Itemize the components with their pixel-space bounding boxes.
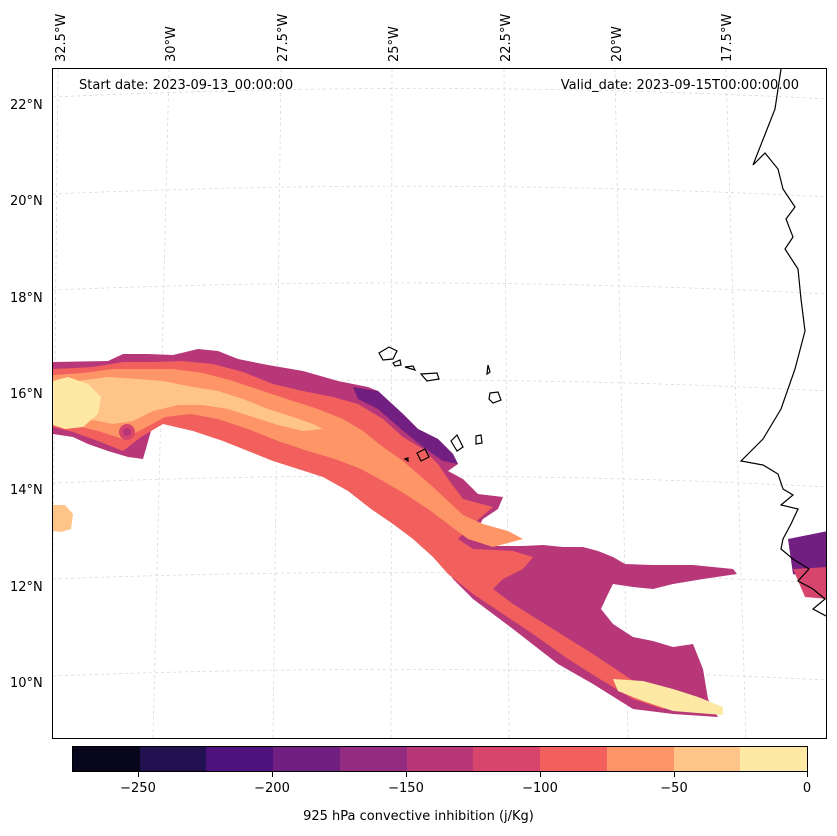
lat-label-10n: 10°N [10,676,43,691]
lon-label-17-5w: 17.5°W [720,13,735,62]
colorbar-tick [540,772,541,777]
colorbar-tick [807,772,808,777]
cin-contour-purple-edge [353,387,458,464]
lat-label-18n: 18°N [10,291,43,306]
start-date-label: Start date: 2023-09-13_00:00:00 [79,78,294,93]
colorbar-bin [339,747,407,771]
colorbar-label-minus250: −250 [120,781,156,796]
colorbar-title: 925 hPa convective inhibition (j/Kg) [303,809,534,824]
colorbar-label-0: 0 [802,781,812,796]
cape-verde-brava [403,457,409,463]
lon-label-25w: 25°W [387,26,402,62]
colorbar-bin [73,747,140,771]
cin-contour-outer [53,349,737,717]
cin-patch-east-2 [793,567,826,599]
lat-label-22n: 22°N [10,98,43,113]
gridlines [53,69,826,738]
colorbar-tick [272,772,273,777]
cape-verde-santo-antao [378,346,398,361]
colorbar-tick [406,772,407,777]
lat-label-16n: 16°N [10,387,43,402]
colorbar-tick [138,772,139,777]
lon-label-27-5w: 27.5°W [276,13,291,62]
cin-field [53,349,826,717]
colorbar-label-minus50: −50 [660,781,688,796]
colorbar-bin [673,747,741,771]
colorbar-label-minus200: −200 [254,781,290,796]
map-panel[interactable] [52,68,827,739]
cape-verde-maio [475,434,483,445]
cape-verde-boa-vista [488,391,502,404]
cin-low-cell-core [123,428,131,436]
colorbar-bin [606,747,674,771]
colorbar-bin [139,747,207,771]
lat-label-12n: 12°N [10,580,43,595]
cape-verde-sal [486,364,491,376]
colorbar-bin [540,747,607,771]
lon-label-32-5w: 32.5°W [54,13,69,62]
coastlines [378,69,826,617]
cin-contour-tail [613,679,723,715]
map-canvas [53,69,826,738]
cape-verde-sao-nicolau [404,365,417,371]
cin-contour-yellow-west [53,377,101,429]
colorbar [72,746,808,772]
cin-contour-inner [53,369,523,547]
cin-patch-sw [53,505,73,532]
colorbar-bin [206,747,274,771]
colorbar-tick [674,772,675,777]
lon-label-22-5w: 22.5°W [499,13,514,62]
lon-label-20w: 20°W [610,26,625,62]
colorbar-bin [473,747,541,771]
colorbar-bin [273,747,340,771]
lat-label-20n: 20°N [10,194,43,209]
cin-contour-core [53,377,323,431]
lat-label-14n: 14°N [10,483,43,498]
cape-verde-santiago [450,433,464,452]
cape-verde-fogo [416,448,430,462]
cin-contour-mid [53,361,683,709]
africa-coastline [739,69,826,617]
colorbar-bin [406,747,474,771]
cape-verde-sal-rei [419,372,440,382]
colorbar-label-minus150: −150 [388,781,424,796]
cape-verde-sao-vicente [392,359,402,367]
lon-label-30w: 30°W [164,26,179,62]
valid-date-label: Valid_date: 2023-09-15T00:00:00.00 [560,78,799,93]
cin-patch-east [788,531,826,579]
colorbar-bin [740,747,808,771]
colorbar-label-minus100: −100 [522,781,558,796]
